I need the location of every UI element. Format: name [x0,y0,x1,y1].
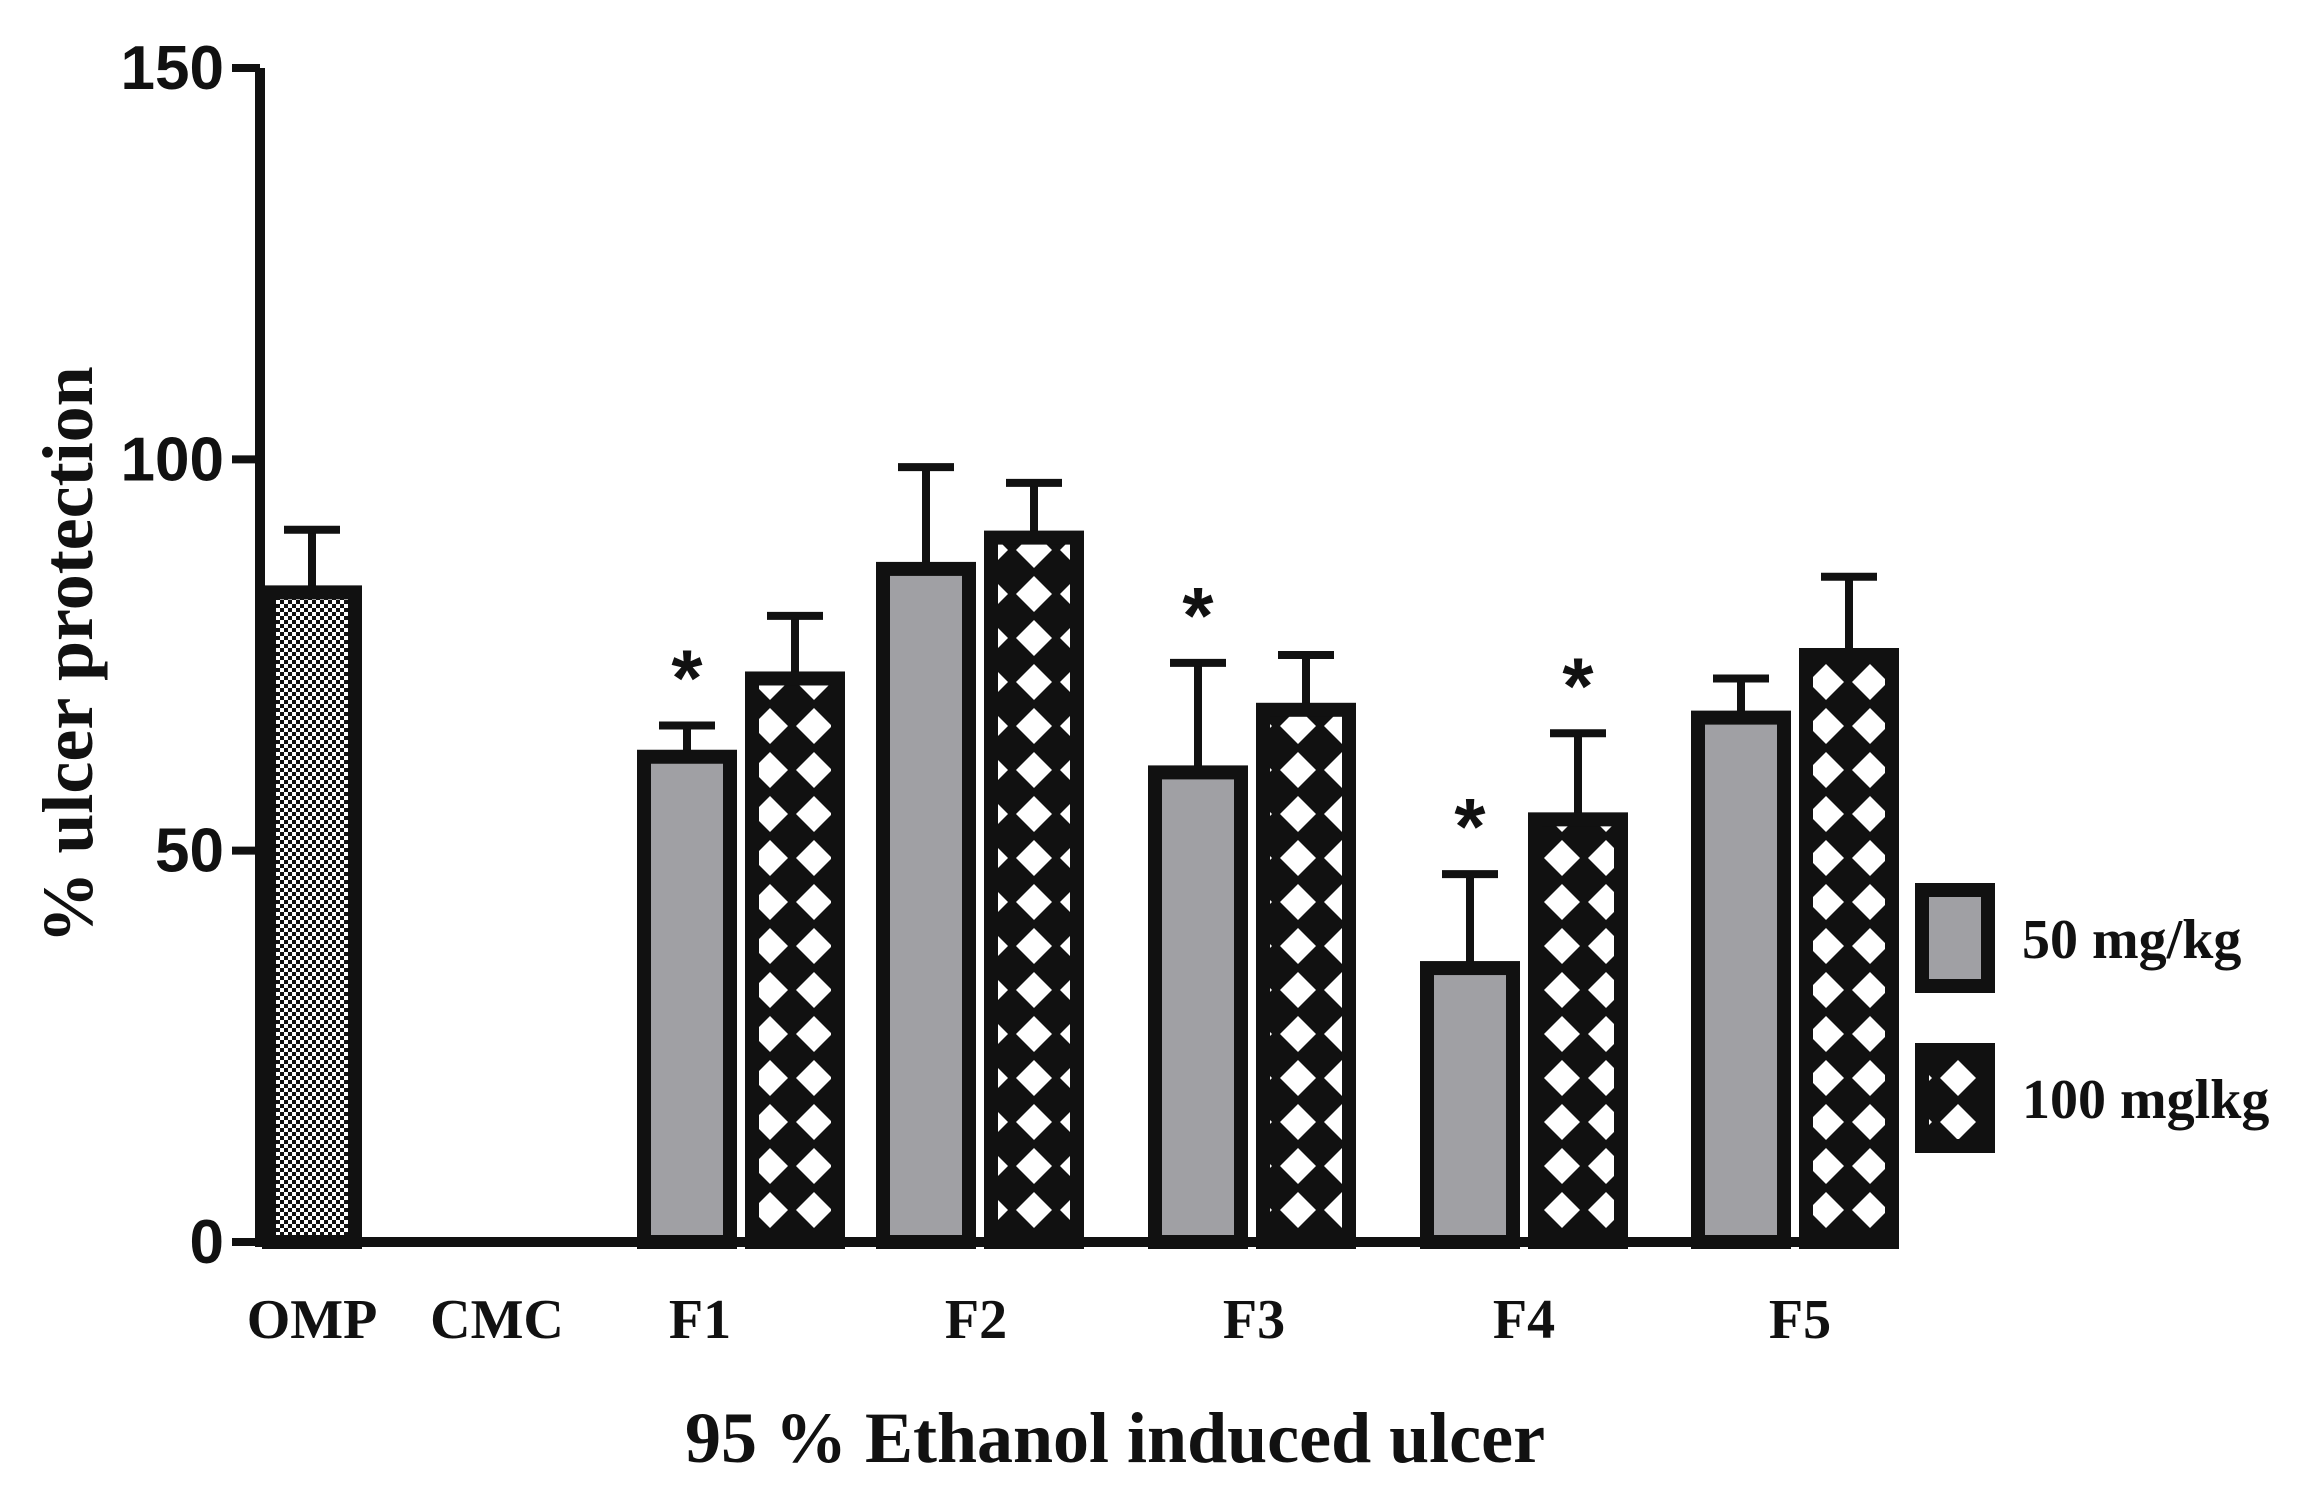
category-label-omp: OMP [247,1289,378,1351]
significance-star: * [1562,641,1594,730]
category-label-f2: F2 [945,1289,1007,1351]
x-axis-title: 95 % Ethanol induced ulcer [685,1398,1545,1478]
significance-star: * [671,633,703,722]
y-tick-label: 100 [121,425,224,494]
category-label-f5: F5 [1769,1289,1831,1351]
bar-f1-series-2 [745,671,845,1249]
bar-f4-series-2 [1528,812,1628,1249]
bar-f5-series-1 [1691,710,1791,1249]
legend-swatch-1 [1915,883,1995,993]
significance-star: * [1454,782,1486,871]
bar-f1-series-1 [637,749,737,1249]
y-tick-label: 50 [155,817,224,886]
bar-f2-series-1 [876,561,976,1249]
category-label-f3: F3 [1223,1289,1285,1351]
y-tick-label: 150 [121,34,224,103]
category-label-cmc: CMC [430,1289,564,1351]
category-label-f4: F4 [1493,1289,1555,1351]
legend-swatch-2 [1915,1043,1995,1153]
significance-star: * [1182,571,1214,660]
category-label-f1: F1 [669,1289,731,1351]
bar-f4-series-1 [1420,961,1520,1249]
bar-omp [262,585,362,1249]
y-tick-label: 0 [190,1208,224,1277]
bar-f3-series-2 [1256,702,1356,1249]
bar-f3-series-1 [1148,765,1248,1250]
bar-f2-series-2 [984,530,1084,1249]
legend-label-1: 50 mg/kg [2022,909,2241,971]
y-axis-title: % ulcer protection [28,366,108,943]
legend-label-2: 100 mglkg [2022,1069,2269,1131]
bar-f5-series-2 [1799,648,1899,1249]
